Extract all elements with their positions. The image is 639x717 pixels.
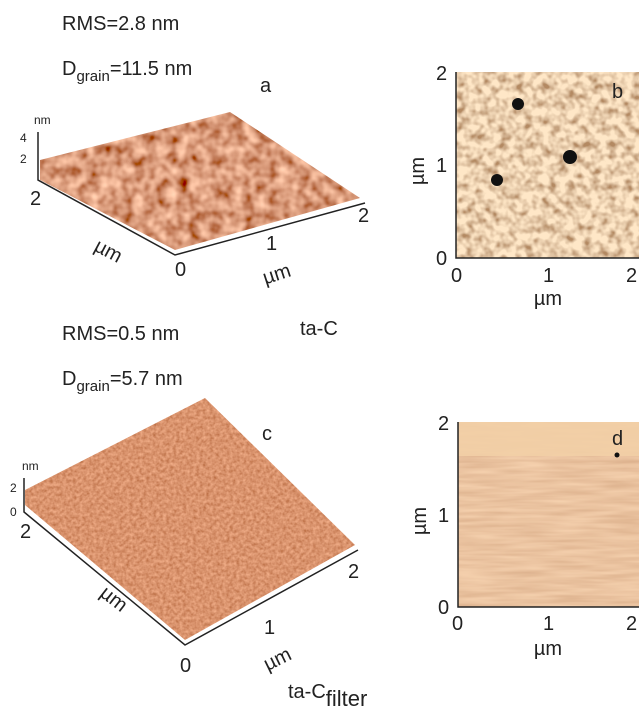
- y-tick: 1: [436, 155, 447, 177]
- width-tick: 2: [358, 205, 369, 227]
- d-symbol: D: [62, 368, 76, 390]
- figure: RMS=2.8 nm Dgrain=11.5 nm a nm 4 2 2 µm …: [0, 0, 639, 717]
- d-symbol: D: [62, 58, 76, 80]
- title-subscript: filter: [326, 686, 368, 711]
- z-tick: 2: [10, 481, 17, 495]
- width-unit: µm: [260, 643, 295, 675]
- z-tick: 2: [20, 152, 27, 166]
- depth-unit: µm: [91, 235, 126, 268]
- y-tick: 2: [436, 63, 447, 85]
- panel-label: a: [260, 75, 272, 97]
- panel-label: d: [612, 428, 623, 450]
- depth-tick: 2: [30, 188, 41, 210]
- y-unit: µm: [409, 507, 431, 535]
- rms-label: RMS=0.5 nm: [62, 323, 179, 345]
- z-tick: 0: [10, 505, 17, 519]
- y-unit: µm: [407, 157, 429, 185]
- width-unit: µm: [260, 260, 294, 290]
- rms-label: RMS=2.8 nm: [62, 13, 179, 35]
- origin-tick: 0: [180, 655, 191, 677]
- panel-label: b: [612, 81, 623, 103]
- pit: [491, 174, 503, 186]
- d-value: =5.7 nm: [110, 368, 183, 390]
- x-tick: 1: [543, 613, 554, 635]
- d-subscript: grain: [76, 378, 109, 395]
- surface-3d: [40, 112, 360, 250]
- y-tick: 0: [438, 597, 449, 619]
- x-tick: 2: [626, 265, 637, 287]
- sample-title: ta-Cfilter: [288, 681, 367, 711]
- z-unit: nm: [34, 113, 51, 127]
- y-tick: 1: [438, 505, 449, 527]
- grain-size-label: Dgrain=5.7 nm: [62, 368, 183, 395]
- y-tick: 2: [438, 413, 449, 435]
- width-tick: 1: [266, 233, 277, 255]
- surface-3d: [25, 398, 355, 640]
- panel-label: c: [262, 423, 272, 445]
- x-tick: 1: [543, 265, 554, 287]
- y-tick: 0: [436, 248, 447, 270]
- depth-tick: 2: [20, 521, 31, 543]
- title-main: ta-C: [288, 681, 326, 703]
- width-tick: 2: [348, 561, 359, 583]
- pit: [512, 98, 524, 110]
- x-unit: µm: [534, 638, 562, 660]
- grain-size-label: Dgrain=11.5 nm: [62, 58, 192, 85]
- x-tick: 0: [452, 613, 463, 635]
- sample-title: ta-C: [300, 318, 338, 340]
- z-unit: nm: [22, 459, 39, 473]
- x-unit: µm: [534, 288, 562, 310]
- width-tick: 1: [264, 617, 275, 639]
- z-tick: 4: [20, 131, 27, 145]
- x-tick: 0: [451, 265, 462, 287]
- d-value: =11.5 nm: [110, 58, 192, 80]
- x-tick: 2: [626, 613, 637, 635]
- pit: [615, 453, 620, 458]
- pit: [563, 150, 577, 164]
- d-subscript: grain: [76, 68, 109, 85]
- origin-tick: 0: [175, 259, 186, 281]
